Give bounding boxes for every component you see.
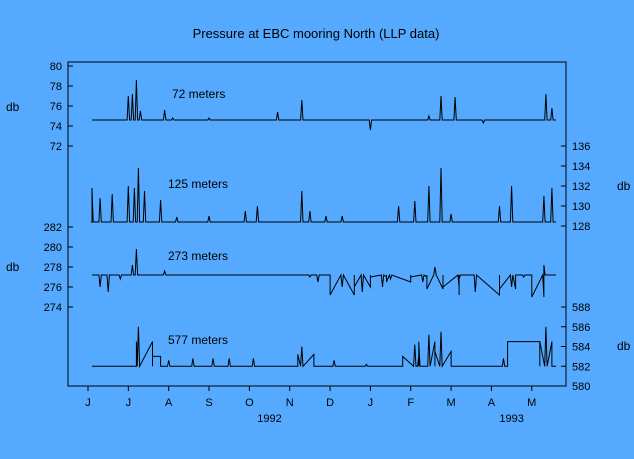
x-tick-label: O	[245, 397, 254, 409]
series-line-0	[92, 79, 556, 131]
panel-2: 282 280 278 276 274 273 meters	[44, 222, 556, 314]
left-unit-label-1: db	[6, 100, 20, 114]
series-line-1	[90, 167, 556, 223]
y-tick-label: 78	[50, 81, 62, 93]
y-tick-label: 128	[572, 221, 590, 233]
x-tick-label: J	[85, 397, 91, 409]
y-tick-label: 274	[44, 302, 62, 314]
panel-3: 588 586 584 582 580 577 meters	[92, 302, 590, 393]
y-tick-label: 80	[50, 61, 62, 73]
chart-title: Pressure at EBC mooring North (LLP data)	[193, 26, 440, 41]
panels-layer: 80 78 76 74 72 72 meters 136 134 132 130 128 125 me…	[44, 61, 591, 393]
x-tick-label: A	[165, 397, 173, 409]
series-line-2	[92, 248, 556, 298]
series-line-3	[92, 326, 556, 369]
x-tick-label: M	[446, 397, 455, 409]
y-tick-label: 72	[50, 141, 62, 153]
right-unit-label-1: db	[617, 179, 631, 193]
panel-0: 80 78 76 74 72 72 meters	[50, 61, 556, 153]
y-tick-label: 276	[44, 282, 62, 294]
x-tick-label: A	[488, 397, 496, 409]
x-tick-label: J	[368, 397, 374, 409]
plot-frame	[67, 61, 567, 387]
y-tick-label: 74	[50, 121, 62, 133]
x-tick-label: N	[286, 397, 294, 409]
x-tick-label: F	[407, 397, 414, 409]
y-tick-label: 584	[572, 342, 590, 354]
year-label: 1992	[257, 413, 281, 425]
y-tick-label: 278	[44, 262, 62, 274]
y-tick-label: 76	[50, 101, 62, 113]
x-tick-label: S	[205, 397, 212, 409]
y-tick-label: 130	[572, 201, 590, 213]
series-label: 125 meters	[168, 177, 228, 191]
x-tick-label: D	[326, 397, 334, 409]
x-axis: J J A S O N D J F M A M 1992 1993	[85, 386, 536, 425]
y-tick-label: 280	[44, 242, 62, 254]
series-label: 72 meters	[172, 87, 225, 101]
y-tick-label: 582	[572, 361, 590, 373]
x-tick-label: J	[126, 397, 132, 409]
x-tick-label: M	[527, 397, 536, 409]
y-tick-label: 132	[572, 181, 590, 193]
series-label: 577 meters	[168, 333, 228, 347]
y-tick-label: 134	[572, 161, 590, 173]
right-unit-label-2: db	[617, 339, 631, 353]
y-tick-label: 588	[572, 302, 590, 314]
y-tick-label: 586	[572, 322, 590, 334]
y-tick-label: 136	[572, 141, 590, 153]
y-tick-label: 282	[44, 222, 62, 234]
panel-1: 136 134 132 130 128 125 meters	[90, 141, 590, 233]
y-tick-label: 580	[572, 381, 590, 393]
left-unit-label-2: db	[6, 260, 20, 274]
year-label: 1993	[499, 413, 523, 425]
series-label: 273 meters	[168, 249, 228, 263]
